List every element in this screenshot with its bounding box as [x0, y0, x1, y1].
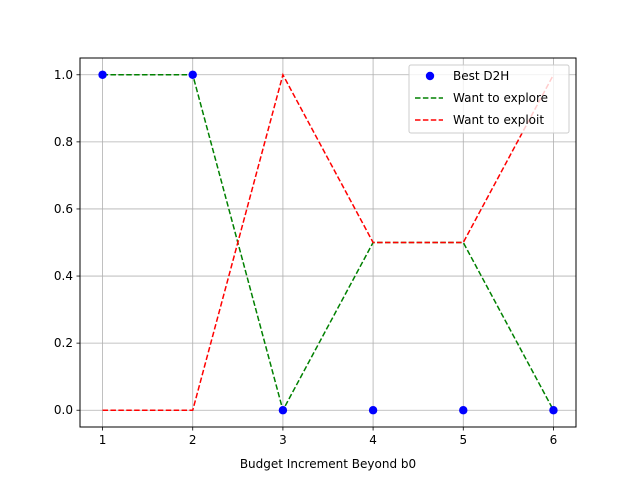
- scatter-point: [188, 70, 197, 79]
- scatter-point: [278, 406, 288, 415]
- scatter-point: [368, 406, 378, 415]
- y-tick-label: 0.2: [54, 336, 73, 350]
- legend-box: [408, 64, 570, 134]
- scatter-point: [98, 70, 107, 79]
- x-tick-label: 1: [99, 433, 107, 447]
- legend-label: Want to exploit: [453, 113, 544, 127]
- x-tick-label: 6: [550, 433, 558, 447]
- series-lines: [102, 72, 555, 413]
- scatter-point: [549, 406, 558, 415]
- grid: [80, 58, 576, 427]
- x-tick-label: 5: [459, 433, 467, 447]
- y-tick-label: 0.0: [54, 403, 73, 417]
- x-axis-label: Budget Increment Beyond b0: [240, 457, 416, 471]
- series-points: [98, 70, 558, 415]
- y-tick-label: 0.6: [54, 202, 73, 216]
- series-line-1: [102, 74, 555, 413]
- series-line-2: [102, 72, 555, 411]
- x-axis-ticks: 1 2 3 4 5 6: [99, 427, 558, 447]
- y-axis-ticks: 0.0 0.2 0.4 0.6 0.8 1.0: [54, 68, 80, 417]
- legend: Best D2H Want to explore Want to exploit: [408, 64, 570, 134]
- y-tick-label: 0.8: [54, 135, 73, 149]
- scatter-point: [459, 406, 468, 415]
- x-tick-label: 3: [279, 433, 287, 447]
- plot-frame: [79, 57, 577, 428]
- legend-label: Want to explore: [453, 91, 548, 105]
- x-tick-label: 2: [189, 433, 197, 447]
- legend-label: Best D2H: [453, 69, 509, 83]
- y-tick-label: 1.0: [54, 68, 73, 82]
- x-tick-label: 4: [369, 433, 377, 447]
- legend-marker: [425, 71, 435, 81]
- y-tick-label: 0.4: [54, 269, 73, 283]
